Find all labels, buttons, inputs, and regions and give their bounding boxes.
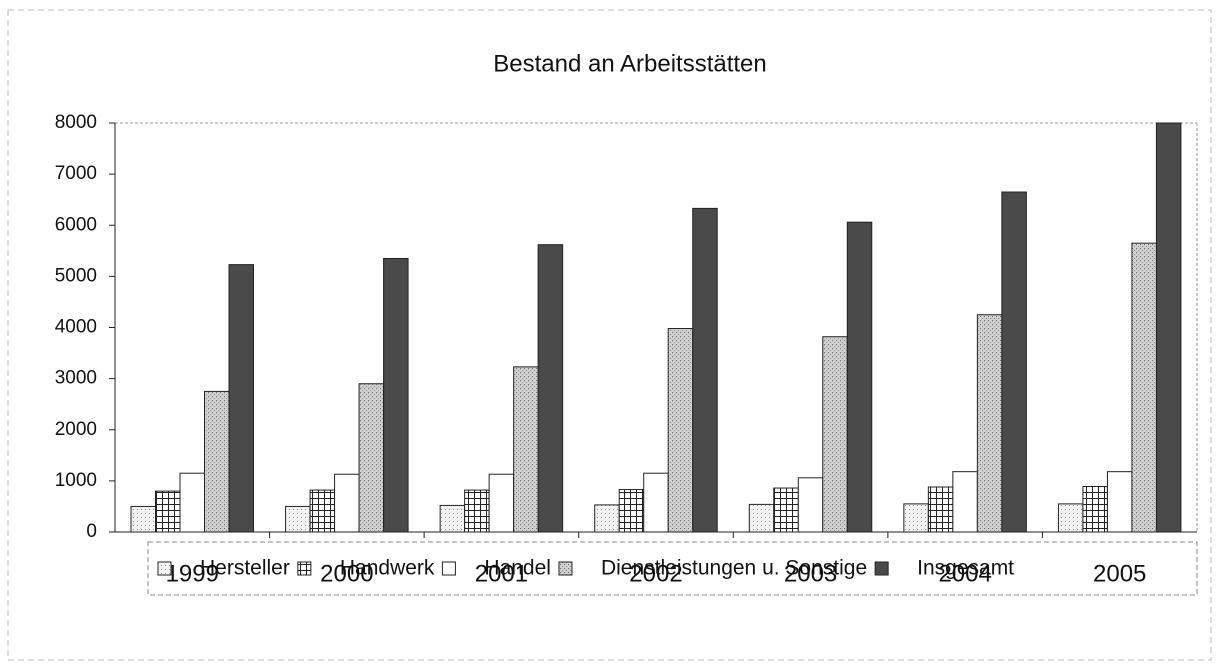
x-tick-label: 2003 <box>784 560 837 587</box>
x-tick-label: 2000 <box>320 560 373 587</box>
bar <box>383 257 409 533</box>
bar <box>797 477 824 533</box>
y-tick-label: 7000 <box>55 163 97 184</box>
y-tick-label: 5000 <box>55 265 97 286</box>
bar <box>748 503 775 533</box>
y-tick-label: 2000 <box>55 419 97 440</box>
bar <box>537 244 564 533</box>
legend-box <box>147 541 1198 596</box>
bar <box>334 473 360 533</box>
bar <box>179 472 205 533</box>
chart-title: Bestand an Arbeitsstätten <box>493 50 767 77</box>
x-tick-label: 1999 <box>166 560 219 587</box>
legend-swatch <box>297 561 312 576</box>
bar <box>1155 122 1182 533</box>
bar <box>358 383 385 533</box>
legend-swatch <box>558 561 573 576</box>
bar <box>513 366 539 533</box>
chart-frame <box>7 9 1212 661</box>
legend-swatch <box>441 561 456 576</box>
bar <box>228 264 254 533</box>
y-tick-label: 6000 <box>55 214 97 235</box>
bar <box>846 221 873 533</box>
bar <box>773 487 799 533</box>
bar <box>952 471 978 533</box>
bar <box>927 486 954 533</box>
bar <box>204 390 230 533</box>
legend-swatch <box>157 561 172 576</box>
bar <box>439 504 466 533</box>
bar <box>1057 503 1084 533</box>
bar <box>309 489 336 533</box>
bar <box>1131 242 1157 533</box>
bar <box>285 505 311 533</box>
y-tick-label: 4000 <box>55 317 97 338</box>
y-tick-label: 8000 <box>55 112 97 133</box>
y-tick-label: 3000 <box>55 368 97 389</box>
x-tick-label: 2002 <box>629 560 682 587</box>
bar <box>976 314 1003 533</box>
bar <box>1106 471 1133 533</box>
bar <box>155 490 181 533</box>
legend-label: Handel <box>484 557 551 580</box>
x-tick-label: 2001 <box>475 560 528 587</box>
bar <box>1082 485 1108 533</box>
legend-label: Hersteller <box>200 557 290 580</box>
y-tick-label: 1000 <box>55 470 97 491</box>
bar <box>822 336 848 533</box>
y-tick-label: 0 <box>86 521 97 542</box>
legend-swatch <box>874 561 889 576</box>
legend-label: Dienstleistungen u. Sonstige <box>601 557 867 580</box>
legend-label: Handwerk <box>340 557 435 580</box>
x-tick-label: 2004 <box>938 560 991 587</box>
bar <box>643 472 669 533</box>
bar <box>667 328 694 533</box>
bar <box>1001 191 1027 533</box>
bar <box>488 473 515 533</box>
bar <box>130 505 156 533</box>
bar <box>618 489 645 533</box>
bar <box>692 207 718 533</box>
bar <box>464 489 490 533</box>
bar <box>594 504 620 533</box>
bar <box>903 503 929 533</box>
legend-label: Insgesamt <box>917 557 1014 580</box>
x-tick-label: 2005 <box>1093 560 1146 587</box>
